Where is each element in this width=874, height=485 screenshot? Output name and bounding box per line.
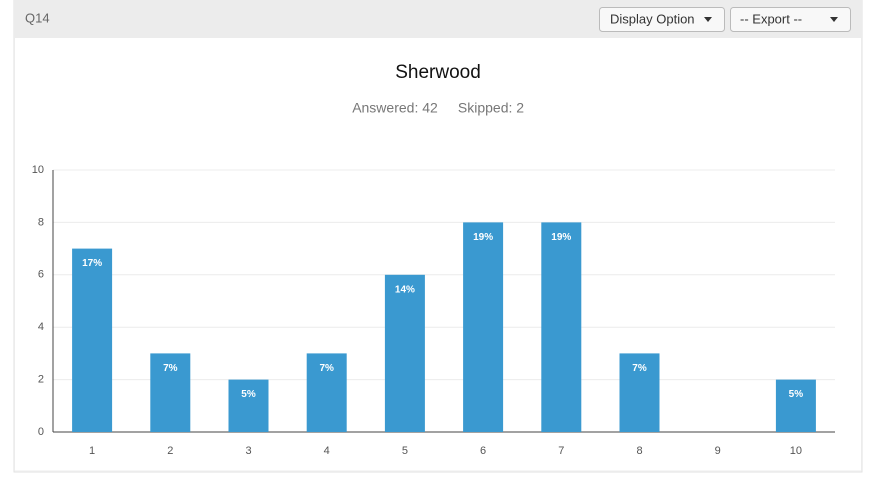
bar-label: 7% <box>163 363 178 374</box>
export-button[interactable]: -- Export -- <box>730 7 851 32</box>
y-tick-label: 2 <box>38 374 44 386</box>
bar-label: 5% <box>789 389 804 400</box>
y-tick-label: 4 <box>38 321 44 333</box>
x-tick-label: 8 <box>636 445 642 457</box>
y-tick-label: 6 <box>38 269 44 281</box>
y-tick-label: 0 <box>38 426 44 438</box>
button-label[interactable]: Display Option <box>610 11 695 26</box>
x-tick-label: 5 <box>402 445 408 457</box>
bar-label: 19% <box>551 232 571 243</box>
bar <box>384 274 425 432</box>
bar-label: 19% <box>473 232 493 243</box>
x-tick-label: 2 <box>167 445 173 457</box>
chart-title: Sherwood <box>395 62 481 83</box>
caret <box>704 17 712 22</box>
button-label[interactable]: -- Export -- <box>740 11 802 26</box>
y-tick-label: 10 <box>32 164 44 176</box>
bar-label: 7% <box>632 363 647 374</box>
bar <box>72 248 113 432</box>
x-tick-label: 9 <box>715 445 721 457</box>
bar <box>228 379 269 432</box>
bar <box>775 379 816 432</box>
x-tick-label: 10 <box>790 445 802 457</box>
card <box>15 38 861 470</box>
display-option-button[interactable]: Display Option <box>599 7 725 32</box>
bar <box>619 353 660 432</box>
bar-label: 5% <box>241 389 256 400</box>
x-tick-label: 6 <box>480 445 486 457</box>
bar-label: 7% <box>319 363 334 374</box>
caret <box>830 17 838 22</box>
bar <box>150 353 191 432</box>
bar <box>463 222 504 432</box>
x-tick-label: 1 <box>89 445 95 457</box>
skipped: Skipped: 2 <box>458 100 524 116</box>
bar <box>541 222 582 432</box>
x-tick-label: 7 <box>558 445 564 457</box>
x-tick-label: 3 <box>245 445 251 457</box>
bar <box>306 353 347 432</box>
question-label: Q14 <box>25 10 50 25</box>
button-box[interactable] <box>599 7 725 32</box>
button-box[interactable] <box>730 7 851 32</box>
bar-label: 14% <box>395 284 415 295</box>
y-tick-label: 8 <box>38 216 44 228</box>
bar-label: 17% <box>82 258 102 269</box>
answered: Answered: 42 <box>352 100 438 116</box>
x-tick-label: 4 <box>324 445 330 457</box>
